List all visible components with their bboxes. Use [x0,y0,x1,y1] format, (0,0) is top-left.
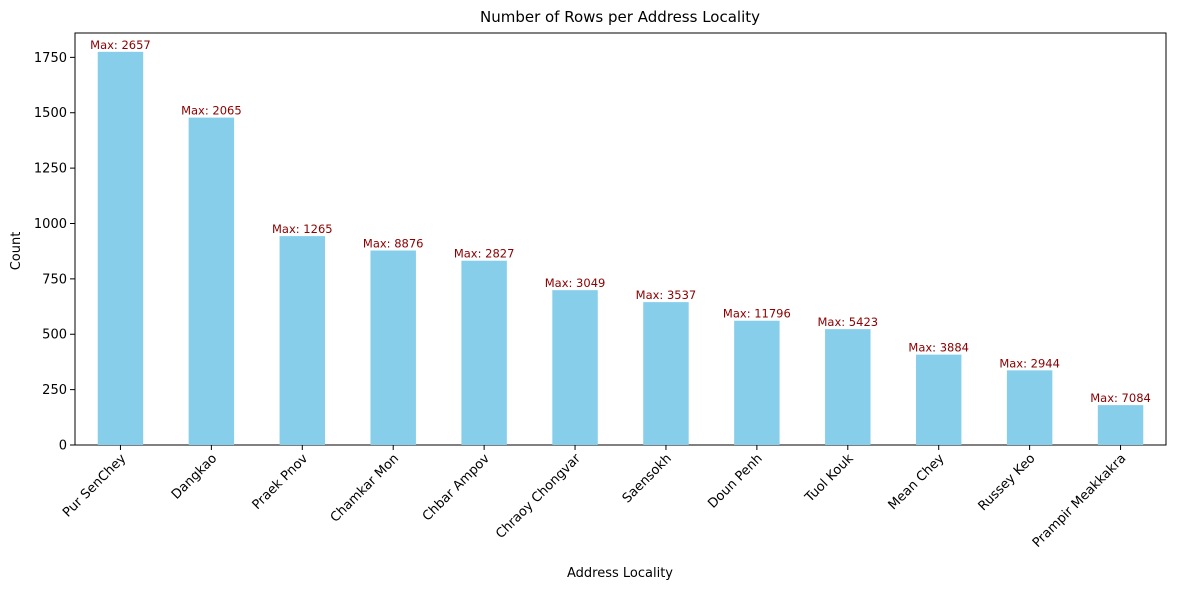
plot-frame [74,32,1167,446]
y-tick-label: 250 [42,383,67,398]
y-tick-label: 500 [42,328,67,343]
bar [734,320,780,445]
bar-value-label: Max: 2657 [90,38,151,52]
bar [643,302,689,445]
x-tick-label: Russey Keo [976,451,1039,514]
bar-value-label: Max: 2065 [181,104,242,118]
x-tick-label: Mean Chey [886,451,948,513]
y-tick-label: 1750 [34,51,67,66]
bar [915,354,962,445]
bar [825,329,871,445]
y-axis: 0 250 500 750 1000 1250 1500 1750 [34,51,75,454]
bar [188,117,235,445]
y-tick-label: 1000 [34,217,67,232]
bar [1006,370,1053,445]
bar-value-label: Max: 11796 [723,307,791,321]
bar [461,260,507,445]
bar-value-label: Max: 3049 [545,276,606,290]
x-tick-label: Prampir Meakkakra [1030,451,1130,551]
x-tick-label: Pur SenChey [60,451,129,520]
bar-value-label: Max: 2944 [999,356,1060,370]
bar-value-label: Max: 2827 [454,247,515,261]
x-tick-label: Chraoy Chongvar [493,451,584,542]
y-axis-title: Count [9,232,24,271]
x-tick-label: Chbar Ampov [420,451,493,524]
x-tick-label: Tuol Kouk [802,451,857,506]
bar [97,51,144,446]
bar-value-label: Max: 8876 [363,237,424,251]
y-tick-label: 750 [42,272,67,287]
bars [97,51,1144,446]
plot-area [74,32,1167,446]
x-tick-label: Saensokh [620,451,675,506]
x-tick-label: Chamkar Mon [328,451,402,525]
x-axis: Pur SenChey Dangkao Praek Pnov Chamkar Mon C… [60,445,1129,551]
chart-title: Number of Rows per Address Locality [480,8,760,26]
bar-value-label: Max: 1265 [272,222,333,236]
x-tick-label: Doun Penh [705,451,765,511]
bar [1097,405,1144,445]
bar [279,236,326,445]
x-tick-label: Praek Pnov [250,451,312,513]
x-tick-label: Dangkao [169,451,220,502]
bar [552,290,598,445]
y-tick-label: 0 [59,439,67,454]
y-tick-label: 1250 [34,162,67,177]
bar-value-label: Max: 7084 [1090,391,1151,405]
x-axis-title: Address Locality [567,566,673,581]
bar-value-label: Max: 3884 [908,341,969,355]
bar-value-label: Max: 3537 [636,288,697,302]
y-tick-label: 1500 [34,106,67,121]
bar-value-label: Max: 5423 [818,315,879,329]
bar-value-labels: Max: 2657 Max: 2065 Max: 1265 Max: 8876 Max:… [90,38,1151,405]
bar [370,250,416,445]
